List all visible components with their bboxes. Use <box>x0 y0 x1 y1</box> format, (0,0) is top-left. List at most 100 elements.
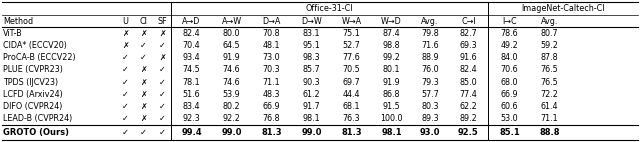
Text: ProCA-B (ECCV22): ProCA-B (ECCV22) <box>3 53 76 62</box>
Text: ViT-B: ViT-B <box>3 29 23 38</box>
Text: Method: Method <box>3 16 33 26</box>
Text: GROTO (Ours): GROTO (Ours) <box>3 128 69 137</box>
Text: ✗: ✗ <box>140 65 147 74</box>
Text: ✗: ✗ <box>140 78 147 87</box>
Text: SF: SF <box>157 16 167 26</box>
Text: 77.6: 77.6 <box>342 53 360 62</box>
Text: ✗: ✗ <box>122 29 129 38</box>
Text: ✗: ✗ <box>159 29 165 38</box>
Text: 76.5: 76.5 <box>541 65 558 74</box>
Text: 99.2: 99.2 <box>383 53 401 62</box>
Text: ✓: ✓ <box>122 128 129 137</box>
Text: 69.3: 69.3 <box>460 41 477 50</box>
Text: ✓: ✓ <box>140 53 147 62</box>
Text: ✓: ✓ <box>140 128 147 137</box>
Text: 72.2: 72.2 <box>541 90 559 99</box>
Text: ✓: ✓ <box>140 41 147 50</box>
Text: ✓: ✓ <box>122 53 129 62</box>
Text: DIFO (CVPR24): DIFO (CVPR24) <box>3 102 62 111</box>
Text: 82.7: 82.7 <box>460 29 477 38</box>
Text: 79.8: 79.8 <box>421 29 439 38</box>
Text: 79.3: 79.3 <box>421 78 439 87</box>
Text: 71.1: 71.1 <box>262 78 280 87</box>
Text: 91.9: 91.9 <box>383 78 401 87</box>
Text: W→A: W→A <box>341 16 362 26</box>
Text: 74.5: 74.5 <box>182 65 200 74</box>
Text: ✓: ✓ <box>122 114 129 123</box>
Text: 91.5: 91.5 <box>383 102 401 111</box>
Text: ✓: ✓ <box>122 78 129 87</box>
Text: 52.7: 52.7 <box>342 41 360 50</box>
Text: 88.9: 88.9 <box>421 53 439 62</box>
Text: 71.1: 71.1 <box>541 114 558 123</box>
Text: W→D: W→D <box>381 16 402 26</box>
Text: 81.3: 81.3 <box>261 128 282 137</box>
Text: 92.5: 92.5 <box>458 128 479 137</box>
Text: 70.5: 70.5 <box>342 65 360 74</box>
Text: 75.1: 75.1 <box>342 29 360 38</box>
Text: 77.4: 77.4 <box>460 90 477 99</box>
Text: 57.7: 57.7 <box>421 90 439 99</box>
Text: 85.0: 85.0 <box>460 78 477 87</box>
Text: ✓: ✓ <box>159 65 165 74</box>
Text: 76.3: 76.3 <box>342 114 360 123</box>
Text: PLUE (CVPR23): PLUE (CVPR23) <box>3 65 63 74</box>
Text: ✓: ✓ <box>159 78 165 87</box>
Text: 80.0: 80.0 <box>223 29 240 38</box>
Text: 51.6: 51.6 <box>182 90 200 99</box>
Text: 91.7: 91.7 <box>303 102 321 111</box>
Text: ✗: ✗ <box>140 90 147 99</box>
Text: 53.9: 53.9 <box>223 90 241 99</box>
Text: 69.7: 69.7 <box>342 78 360 87</box>
Text: 49.2: 49.2 <box>500 41 518 50</box>
Text: 92.2: 92.2 <box>223 114 241 123</box>
Text: 86.8: 86.8 <box>383 90 400 99</box>
Text: 98.8: 98.8 <box>383 41 400 50</box>
Text: C→I: C→I <box>461 16 476 26</box>
Text: CI: CI <box>140 16 147 26</box>
Text: Avg.: Avg. <box>421 16 438 26</box>
Text: 68.0: 68.0 <box>500 78 518 87</box>
Text: 82.4: 82.4 <box>182 29 200 38</box>
Text: ✓: ✓ <box>122 102 129 111</box>
Text: 66.9: 66.9 <box>500 90 518 99</box>
Text: 60.6: 60.6 <box>500 102 518 111</box>
Text: 88.8: 88.8 <box>540 128 560 137</box>
Text: 76.8: 76.8 <box>262 114 280 123</box>
Text: D→W: D→W <box>301 16 322 26</box>
Text: 85.1: 85.1 <box>499 128 520 137</box>
Text: ✗: ✗ <box>122 41 129 50</box>
Text: 70.4: 70.4 <box>182 41 200 50</box>
Text: 76.5: 76.5 <box>541 78 558 87</box>
Text: U: U <box>122 16 129 26</box>
Text: 74.6: 74.6 <box>223 78 240 87</box>
Text: 68.1: 68.1 <box>343 102 360 111</box>
Text: LEAD-B (CVPR24): LEAD-B (CVPR24) <box>3 114 72 123</box>
Text: 53.0: 53.0 <box>500 114 518 123</box>
Text: 74.6: 74.6 <box>223 65 240 74</box>
Text: Avg.: Avg. <box>541 16 558 26</box>
Text: I→C: I→C <box>502 16 517 26</box>
Text: 99.0: 99.0 <box>301 128 322 137</box>
Text: 89.3: 89.3 <box>421 114 439 123</box>
Text: 91.6: 91.6 <box>460 53 477 62</box>
Text: ✓: ✓ <box>159 102 165 111</box>
Text: 100.0: 100.0 <box>380 114 403 123</box>
Text: 98.3: 98.3 <box>303 53 320 62</box>
Text: 90.3: 90.3 <box>303 78 320 87</box>
Text: ✗: ✗ <box>159 53 165 62</box>
Text: 61.2: 61.2 <box>303 90 320 99</box>
Text: 76.0: 76.0 <box>421 65 439 74</box>
Text: ✗: ✗ <box>140 102 147 111</box>
Text: ✗: ✗ <box>140 29 147 38</box>
Text: 61.4: 61.4 <box>541 102 558 111</box>
Text: 84.0: 84.0 <box>500 53 518 62</box>
Text: A→W: A→W <box>221 16 241 26</box>
Text: 78.6: 78.6 <box>500 29 518 38</box>
Text: 48.3: 48.3 <box>263 90 280 99</box>
Text: 70.6: 70.6 <box>500 65 518 74</box>
Text: Office-31-CI: Office-31-CI <box>306 4 353 13</box>
Text: 92.3: 92.3 <box>182 114 200 123</box>
Text: D→A: D→A <box>262 16 281 26</box>
Text: 82.4: 82.4 <box>460 65 477 74</box>
